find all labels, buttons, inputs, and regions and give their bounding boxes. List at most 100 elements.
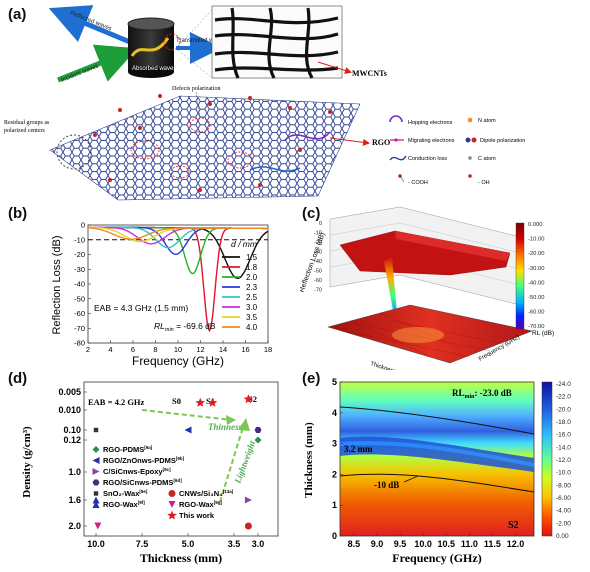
y-tick-label: 2.0 [68, 521, 81, 531]
legend-entry: 4.0 [246, 323, 258, 332]
legend-entry: CNWs/Si₃N₄[13a] [179, 489, 234, 498]
scatter-point [94, 522, 102, 530]
colorbar-tick-label: -20.0 [556, 406, 571, 413]
z-tick-label: -70 [314, 288, 322, 294]
z-tick-label: -10 [314, 231, 322, 237]
rgo-label: RGO [372, 138, 390, 147]
svg-text:- OH: - OH [478, 180, 490, 186]
x-axis-title: Frequency (GHz) [132, 354, 224, 368]
y-tick-label: 4 [332, 408, 337, 418]
y-tick-label: 1 [332, 500, 337, 510]
legend-marker [168, 501, 176, 508]
series-line-4.0 [88, 227, 268, 240]
colorbar-tick-label: -14.0 [556, 444, 571, 451]
scatter-point [243, 394, 254, 404]
z-tick-label: 0 [319, 221, 322, 227]
x-tick-label: 7.5 [136, 539, 149, 549]
y-tick-label: -10 [74, 235, 85, 244]
incident-waves-label: Incident waves [61, 63, 100, 83]
residual-groups-label: Residual groups as [4, 120, 50, 126]
y-tick-label: 1.0 [68, 467, 81, 477]
legend-ref: [9f] [138, 500, 145, 505]
s1-label: S1 [206, 396, 215, 406]
svg-text:Dipole polarization: Dipole polarization [480, 138, 525, 144]
thickness-axis-title: Thickness (mm) [369, 361, 411, 370]
legend-marker [92, 501, 100, 508]
x-tick-label: 6 [131, 345, 135, 354]
legend-entry: 2.3 [246, 283, 258, 292]
x-tick-label: 5.0 [182, 539, 195, 549]
y-axis-title: Density (g/cm³) [21, 426, 33, 498]
panel-a-schematic: Reflected waves Incident waves Absorbed … [4, 5, 525, 201]
svg-text:C atom: C atom [478, 156, 496, 162]
legend-title: d / mm [231, 239, 257, 249]
reflected-wave-arrow [48, 5, 131, 45]
scatter-point [254, 427, 262, 433]
legend-marker [92, 457, 100, 464]
legend-ref: [9d] [173, 478, 182, 483]
legend-entry: RGO/SiCnws-PDMS[9d] [103, 478, 182, 487]
x-tick-label: 16 [241, 345, 249, 354]
x-tick-label: 3.5 [228, 539, 241, 549]
colorbar-tick-label: -30.00 [528, 266, 544, 272]
panel-a-legend: Hopping electrons N atom Migrating elect… [389, 115, 525, 186]
rlmin-annotation: RLmin: -23.0 dB [452, 388, 512, 400]
scatter-point [244, 522, 252, 530]
legend-entry: C/SiCnws-Epoxy[9c] [103, 467, 171, 476]
colorbar-tick-label: -12.0 [556, 457, 571, 464]
scatter-point [254, 436, 262, 444]
y-tick-label: -70 [74, 324, 85, 333]
legend-entry: RGO-PDMS[9a] [103, 445, 153, 454]
colorbar-tick-label: -40.00 [528, 280, 544, 286]
legend-ref: [13a] [223, 489, 234, 494]
eab-annotation: EAB = 4.3 GHz (1.5 mm) [94, 303, 188, 313]
scatter-point [207, 397, 218, 407]
thinness-label: Thinness [208, 422, 243, 432]
panel-a-label: (a) [8, 6, 27, 23]
colorbar-tick-label: -60.00 [528, 310, 544, 316]
x-axis-title: Thickness (mm) [140, 551, 222, 565]
colorbar-tick-label: -6.00 [556, 495, 571, 502]
legend-entry: 3.0 [246, 303, 258, 312]
x-tick-label: 11.0 [461, 539, 478, 549]
y-tick-label: 3 [332, 439, 337, 449]
reflection-loss-heatmap: 8.5 9.0 9.5 10.0 10.5 11.0 11.5 12.0 0 1 2 3 4 5 RLmi… [303, 377, 571, 565]
legend-entry: RGO/ZnOnws-PDMS[9b] [103, 456, 185, 465]
legend-entry: This work [179, 511, 215, 520]
x-tick-label: 12 [196, 345, 204, 354]
legend-entry: 1.8 [246, 263, 258, 272]
absorbed-waves-label: Absorbed waves [132, 66, 176, 72]
z-tick-label: -60 [314, 278, 322, 284]
x-tick-label: 9.0 [371, 539, 384, 549]
x-tick-label: 11.5 [484, 539, 501, 549]
legend-marker [167, 510, 177, 520]
legend-entry: 2.0 [246, 273, 258, 282]
legend-ref: [9a] [144, 445, 153, 450]
colorbar-tick-label: -70.00 [528, 324, 544, 330]
y-tick-label: 0.10 [63, 425, 81, 435]
panel-b-label: (b) [8, 205, 28, 222]
x-tick-label: 10.0 [414, 539, 432, 549]
legend-entry: 3.5 [246, 313, 258, 322]
x-tick-label: 8 [153, 345, 157, 354]
defects-polarization-label: Defects polarization [172, 85, 220, 92]
scatter-point [244, 496, 252, 504]
colorbar-tick-label: -8.00 [556, 482, 571, 489]
x-tick-label: 18 [264, 345, 272, 354]
svg-text:- COOH: - COOH [408, 180, 428, 186]
s0-label: S0 [172, 396, 181, 406]
colorbar [515, 222, 525, 330]
legend-marker [92, 479, 100, 486]
x-tick-label: 3.0 [252, 539, 265, 549]
colorbar [541, 381, 553, 537]
svg-text:Conduction loss: Conduction loss [408, 156, 447, 162]
rlmin-annotation: RLmin = -69.6 dB [154, 321, 216, 333]
scatter-point [195, 397, 205, 407]
legend-marker [92, 446, 100, 453]
legend-ref: [9b] [176, 456, 185, 461]
panel-d-label: (d) [8, 370, 28, 387]
svg-text:Migrating electrons: Migrating electrons [408, 138, 455, 144]
y-tick-label: 2 [332, 469, 337, 479]
legend-entry: RGO-Wax[9g] [179, 500, 222, 509]
z-tick-label: -40 [314, 259, 322, 265]
